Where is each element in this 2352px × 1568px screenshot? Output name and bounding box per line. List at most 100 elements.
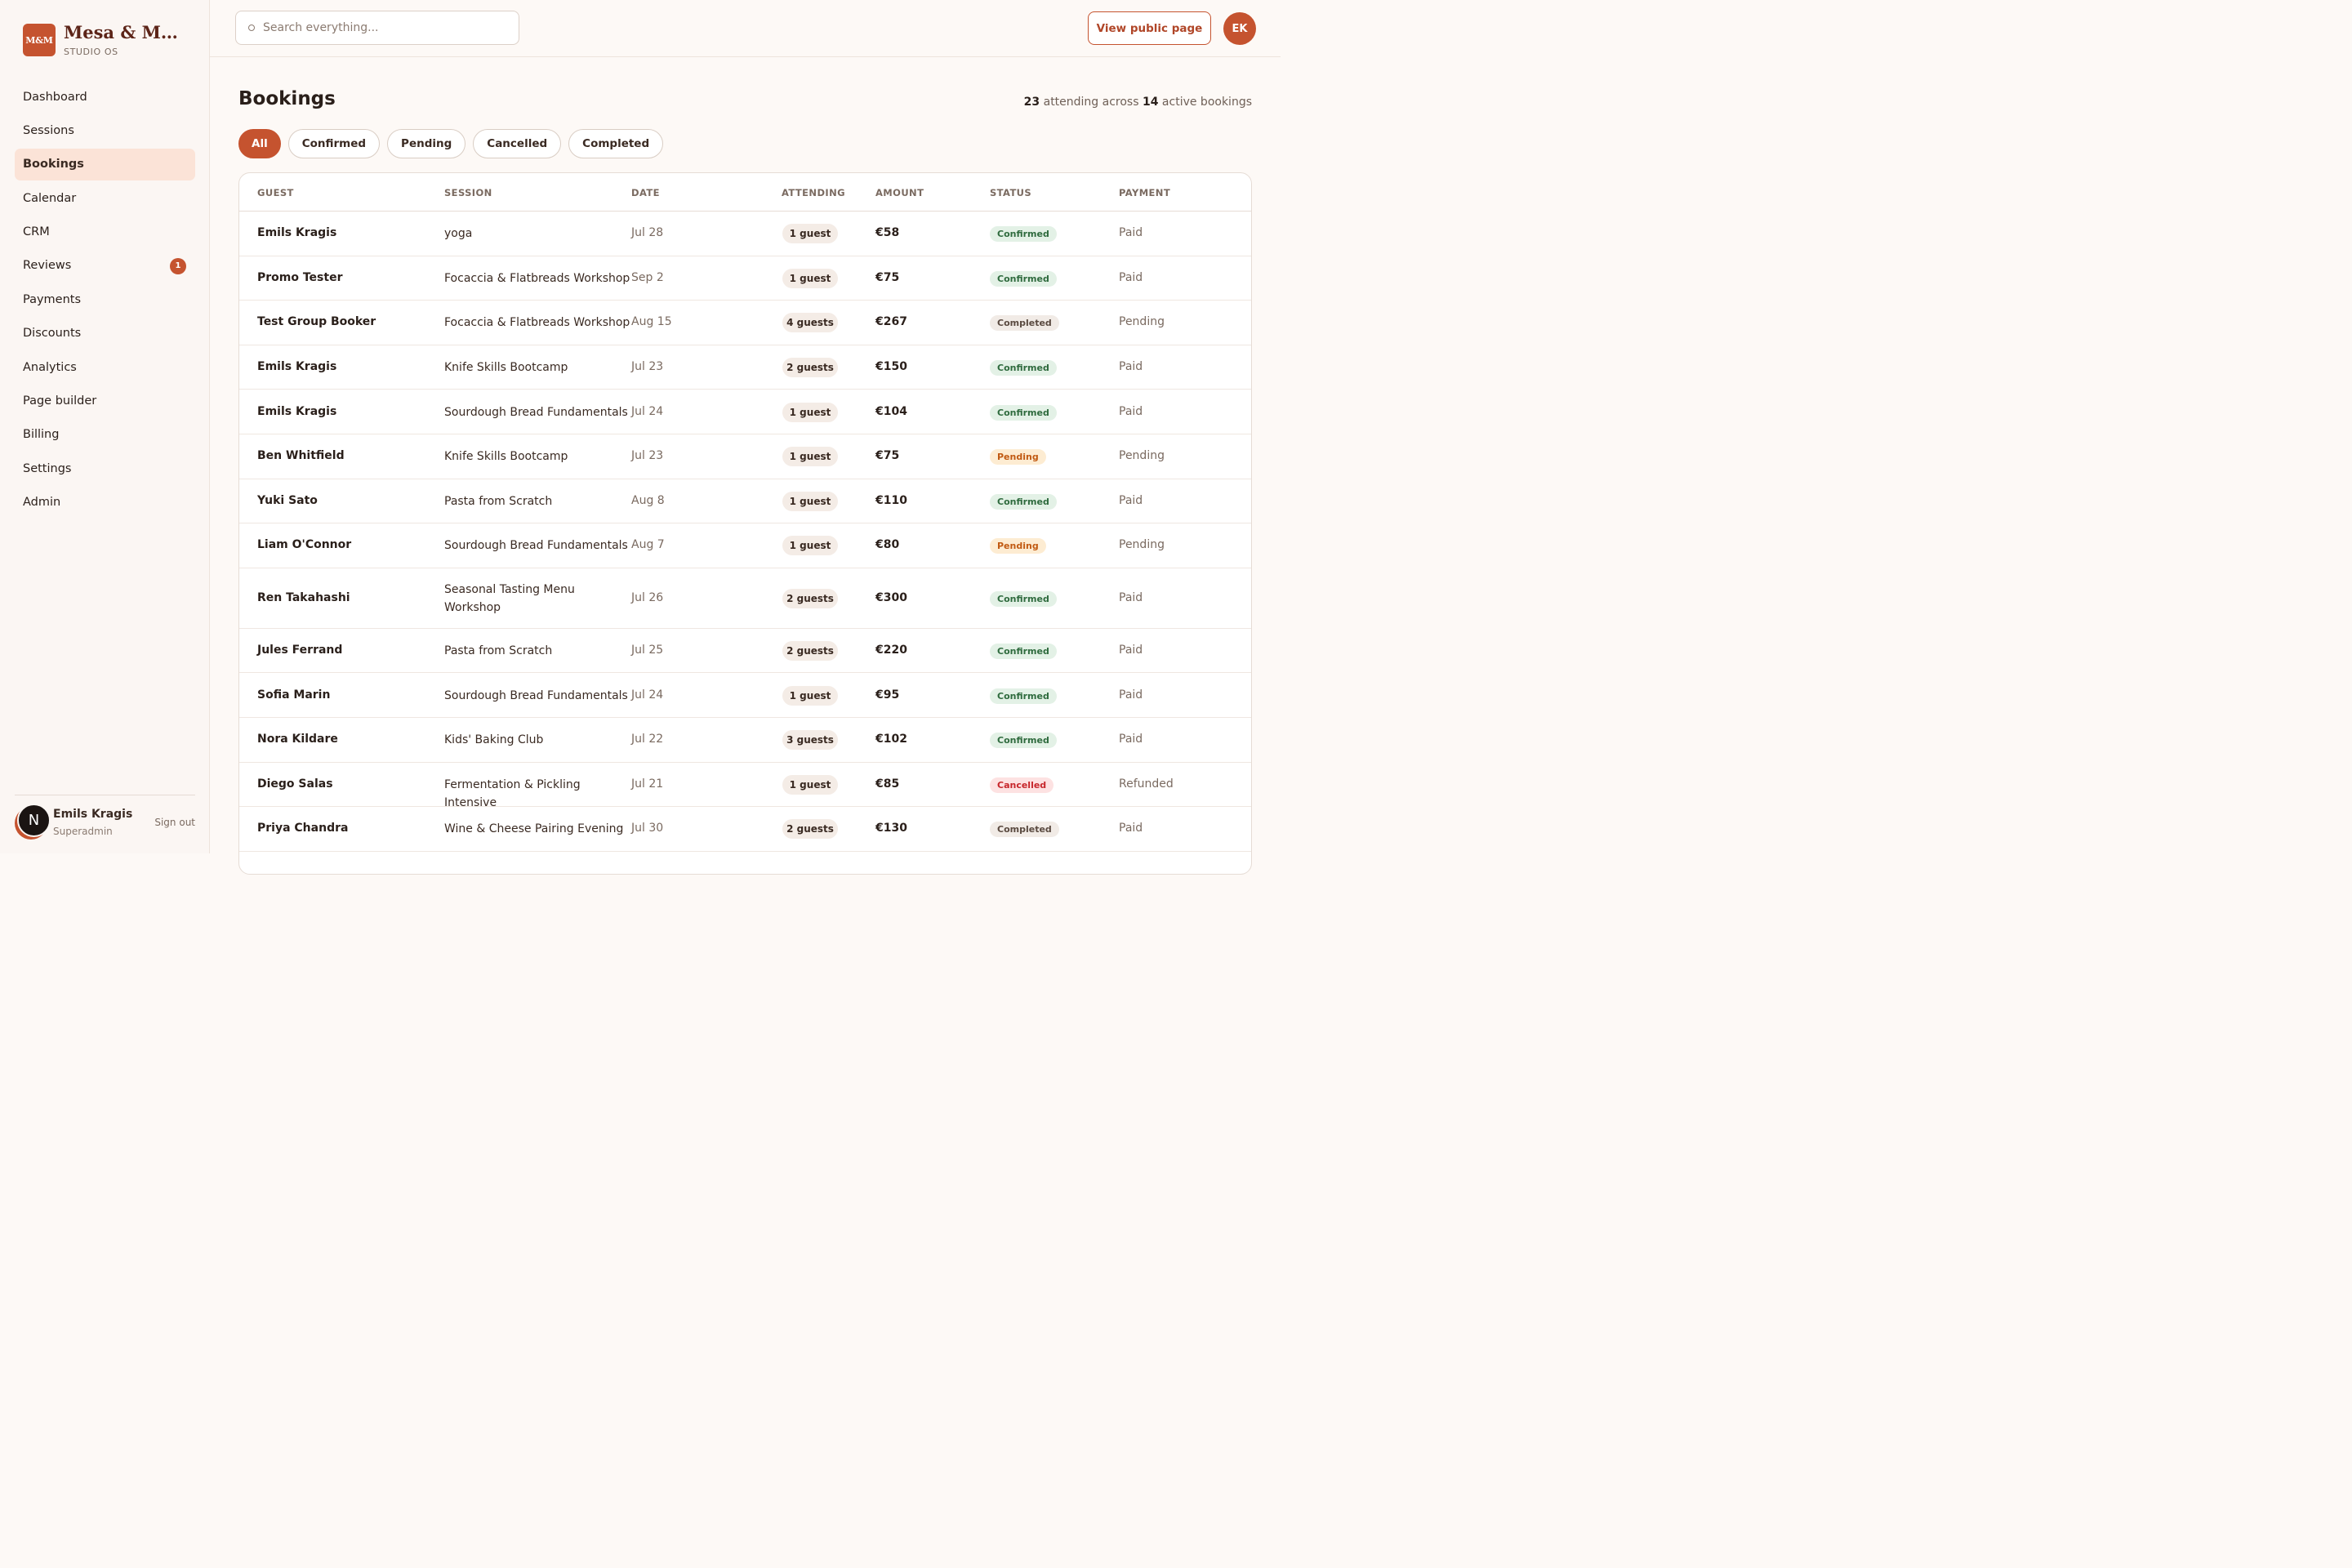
table-row[interactable]: Diego Salas Fermentation & Pickling Inten… [239, 763, 1251, 809]
search-box[interactable] [235, 11, 519, 45]
status-badge: Cancelled [990, 777, 1054, 793]
sign-out-button[interactable]: Sign out [154, 817, 195, 828]
status-filters: All Confirmed Pending Cancelled Completed [238, 129, 670, 158]
table-row[interactable]: Emils Kragis Sourdough Bread Fundamentals… [239, 390, 1251, 434]
sidebar-item-label: Billing [23, 428, 60, 442]
bookings-table: GUEST SESSION DATE ATTENDING AMOUNT STATUS PAY… [238, 172, 1252, 875]
sidebar-item-billing[interactable]: Billing [15, 419, 195, 451]
payment-status: Paid [1119, 226, 1143, 240]
column-header-attending[interactable]: ATTENDING [782, 187, 845, 198]
brand-logo: M&M [23, 24, 56, 56]
booking-date: Jul 24 [631, 404, 664, 418]
account-avatar[interactable]: EK [1223, 12, 1256, 45]
summary-text-1: attending across [1043, 96, 1139, 109]
payment-status: Paid [1119, 404, 1143, 418]
table-row[interactable]: Yuki Sato Pasta from Scratch Aug 8 1 guest €… [239, 479, 1251, 524]
sidebar-item-calendar[interactable]: Calendar [15, 182, 195, 214]
guest-name: Jules Ferrand [257, 644, 343, 657]
guest-name: Sofia Marin [257, 688, 331, 702]
table-row[interactable]: Promo Tester Focaccia & Flatbreads Worksh… [239, 256, 1251, 301]
filter-confirmed[interactable]: Confirmed [287, 129, 381, 158]
user-avatar-initial: N [17, 804, 51, 837]
attending-badge: 2 guests [782, 358, 838, 378]
booking-amount: €220 [875, 644, 907, 657]
sidebar-item-label: Dashboard [23, 90, 87, 104]
guest-name: Ben Whitfield [257, 449, 345, 463]
payment-status: Pending [1119, 449, 1165, 463]
guest-name: Diego Salas [257, 777, 333, 791]
sidebar-item-label: Discounts [23, 327, 82, 341]
payment-status: Paid [1119, 270, 1143, 284]
table-row[interactable]: Ren Takahashi Seasonal Tasting Menu Works… [239, 568, 1251, 629]
topbar: View public page EK [210, 0, 1281, 57]
table-row[interactable]: Emils Kragis yoga Jul 28 1 guest €58 Confirme… [239, 212, 1251, 256]
filter-cancelled[interactable]: Cancelled [473, 129, 562, 158]
attending-badge: 2 guests [782, 819, 838, 840]
session-name: Sourdough Bread Fundamentals [444, 688, 628, 702]
booking-amount: €267 [875, 315, 907, 329]
session-name: Knife Skills Bootcamp [444, 450, 568, 464]
booking-date: Aug 8 [631, 493, 665, 507]
session-name: Knife Skills Bootcamp [444, 361, 568, 375]
session-name: Focaccia & Flatbreads Workshop [444, 316, 630, 330]
table-row[interactable]: Liam O'Connor Sourdough Bread Fundamental… [239, 523, 1251, 568]
sidebar-item-sessions[interactable]: Sessions [15, 114, 195, 146]
brand[interactable]: M&M Mesa & Mor... STUDIO OS [23, 23, 186, 57]
table-row[interactable]: Nora Kildare Kids' Baking Club Jul 22 3 gue… [239, 718, 1251, 763]
booking-date: Jul 22 [631, 733, 664, 746]
column-header-payment[interactable]: PAYMENT [1119, 187, 1171, 198]
sidebar-item-label: Page builder [23, 394, 97, 408]
booking-amount: €150 [875, 360, 907, 374]
column-header-guest[interactable]: GUEST [257, 187, 294, 198]
table-row[interactable]: Priya Chandra Wine & Cheese Pairing Eveni… [239, 807, 1251, 852]
sidebar-item-label: Analytics [23, 360, 77, 374]
sidebar-item-settings[interactable]: Settings [15, 452, 195, 484]
column-header-date[interactable]: DATE [631, 187, 660, 198]
user-avatar[interactable]: N [15, 804, 51, 840]
attending-badge: 1 guest [782, 402, 838, 422]
guest-name: Yuki Sato [257, 493, 318, 507]
booking-date: Jul 23 [631, 360, 664, 374]
sidebar-item-analytics[interactable]: Analytics [15, 351, 195, 383]
filter-completed[interactable]: Completed [568, 129, 664, 158]
search-input[interactable] [263, 21, 500, 34]
table-row[interactable]: Sofia Marin Sourdough Bread Fundamentals J… [239, 673, 1251, 718]
table-row[interactable]: Test Group Booker Focaccia & Flatbreads W… [239, 301, 1251, 345]
table-row[interactable]: Jules Ferrand Pasta from Scratch Jul 25 2 g… [239, 629, 1251, 674]
column-header-amount[interactable]: AMOUNT [875, 187, 924, 198]
status-badge: Confirmed [990, 644, 1057, 660]
session-name: Pasta from Scratch [444, 644, 553, 658]
sidebar-item-reviews[interactable]: Reviews 1 [15, 250, 195, 282]
sidebar-item-page-builder[interactable]: Page builder [15, 385, 195, 417]
user-box: N Emils Kragis Superadmin Sign out [15, 795, 195, 853]
booking-amount: €104 [875, 404, 907, 418]
payment-status: Paid [1119, 590, 1143, 604]
sidebar-item-admin[interactable]: Admin [15, 487, 195, 519]
booking-amount: €80 [875, 538, 900, 552]
status-badge: Confirmed [990, 688, 1057, 704]
column-header-status[interactable]: STATUS [990, 187, 1032, 198]
sidebar-item-crm[interactable]: CRM [15, 216, 195, 248]
booking-date: Jul 30 [631, 822, 664, 835]
sidebar-item-label: Settings [23, 461, 72, 475]
sidebar-item-label: Reviews [23, 259, 72, 273]
payment-status: Paid [1119, 493, 1143, 507]
sidebar-item-bookings[interactable]: Bookings [15, 148, 195, 180]
booking-amount: €75 [875, 270, 900, 284]
brand-name: Mesa & Mor... [64, 23, 186, 42]
booking-date: Jul 25 [631, 644, 664, 657]
sidebar-item-payments[interactable]: Payments [15, 283, 195, 315]
table-header: GUEST SESSION DATE ATTENDING AMOUNT STATUS PAY… [239, 173, 1251, 212]
sidebar-item-dashboard[interactable]: Dashboard [15, 81, 195, 113]
filter-all[interactable]: All [238, 129, 281, 158]
attending-badge: 1 guest [782, 774, 838, 795]
table-row[interactable]: Emils Kragis Knife Skills Bootcamp Jul 23 2… [239, 345, 1251, 390]
status-badge: Pending [990, 538, 1046, 555]
status-badge: Confirmed [990, 270, 1057, 287]
column-header-session[interactable]: SESSION [444, 187, 492, 198]
view-public-page-button[interactable]: View public page [1088, 11, 1211, 45]
sidebar-item-discounts[interactable]: Discounts [15, 318, 195, 350]
filter-pending[interactable]: Pending [387, 129, 466, 158]
guest-name: Liam O'Connor [257, 538, 352, 552]
table-row[interactable]: Ben Whitfield Knife Skills Bootcamp Jul 23… [239, 434, 1251, 479]
